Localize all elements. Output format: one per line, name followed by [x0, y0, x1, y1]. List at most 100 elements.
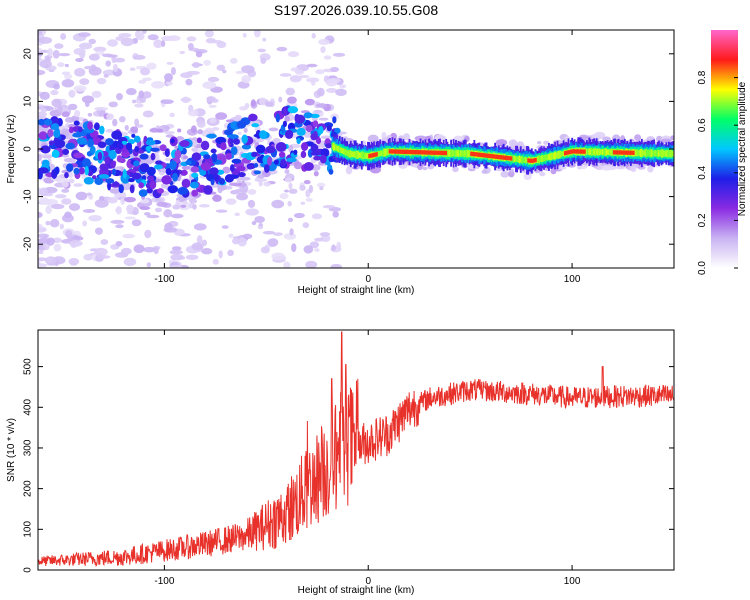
- heatmap-cell: [106, 113, 114, 121]
- heatmap-cell: [347, 150, 350, 157]
- heatmap-cell: [642, 150, 645, 156]
- heatmap-cell: [332, 116, 337, 124]
- heatmap-cell: [497, 154, 500, 160]
- heatmap-cell: [192, 203, 197, 210]
- heatmap-cell: [666, 149, 669, 158]
- heatmap-cell: [170, 67, 177, 76]
- y-tick-label: -20: [23, 237, 34, 252]
- heatmap-cell: [667, 149, 670, 158]
- heatmap-cell: [134, 30, 142, 39]
- heatmap-cell: [552, 152, 555, 159]
- heatmap-cell: [84, 165, 89, 176]
- heatmap-cell: [282, 106, 288, 117]
- heatmap-cell: [551, 152, 554, 160]
- heatmap-cell: [169, 249, 183, 255]
- heatmap-cell: [191, 172, 199, 178]
- heatmap-cell: [492, 154, 494, 159]
- heatmap-cell: [468, 150, 471, 158]
- heatmap-cell: [422, 150, 424, 155]
- heatmap-cell: [73, 167, 80, 175]
- heatmap-cell: [241, 75, 252, 84]
- heatmap-cell: [508, 156, 511, 161]
- heatmap-cell: [39, 91, 50, 100]
- heatmap-cell: [191, 152, 202, 161]
- heatmap-cell: [103, 74, 109, 78]
- heatmap-cell: [339, 84, 347, 89]
- heatmap-cell: [463, 149, 466, 158]
- heatmap-cell: [262, 37, 267, 42]
- heatmap-cell: [91, 90, 102, 98]
- heatmap-cell: [464, 150, 467, 157]
- heatmap-cell: [189, 198, 198, 204]
- heatmap-cell: [60, 33, 67, 40]
- heatmap-cell: [484, 153, 486, 158]
- heatmap-cell: [287, 96, 297, 104]
- heatmap-cell: [140, 67, 151, 76]
- heatmap-cell: [475, 152, 477, 157]
- heatmap-cell: [328, 168, 334, 175]
- heatmap-cell: [541, 155, 544, 162]
- heatmap-cell: [409, 149, 411, 155]
- heatmap-cell: [120, 247, 132, 255]
- heatmap-cell: [311, 213, 323, 220]
- heatmap-cell: [438, 150, 440, 155]
- heatmap-cell: [414, 149, 416, 155]
- heatmap-cell: [203, 59, 211, 66]
- heatmap-cell: [185, 78, 193, 86]
- heatmap-cell: [58, 52, 71, 57]
- heatmap-cell: [196, 235, 203, 245]
- heatmap-cell: [100, 239, 109, 245]
- heatmap-cell: [594, 147, 597, 156]
- heatmap-cell: [213, 173, 219, 181]
- heatmap-cell: [38, 69, 46, 76]
- heatmap-cell: [446, 149, 449, 158]
- heatmap-cell: [190, 125, 197, 134]
- heatmap-cell: [443, 150, 446, 156]
- heatmap-cell: [228, 233, 234, 239]
- heatmap-cell: [420, 150, 422, 155]
- colorbar-tick-label: 0.2: [697, 213, 708, 227]
- heatmap-cell: [634, 149, 637, 157]
- heatmap-cell: [459, 150, 462, 157]
- heatmap-cell: [131, 172, 142, 180]
- snr-frame: [37, 329, 675, 571]
- heatmap-cell: [533, 158, 535, 163]
- heatmap-cell: [230, 146, 238, 156]
- heatmap-cell: [535, 157, 537, 163]
- heatmap-cell: [121, 131, 129, 137]
- heatmap-cell: [365, 153, 368, 159]
- heatmap-cell: [111, 130, 123, 140]
- heatmap-cell: [637, 149, 640, 157]
- heatmap-cell: [156, 201, 168, 207]
- heatmap-cell: [73, 47, 86, 55]
- heatmap-cell: [447, 149, 450, 157]
- heatmap-cell: [658, 150, 660, 157]
- heatmap-cell: [65, 142, 76, 150]
- heatmap-cell: [500, 155, 503, 160]
- heatmap-cell: [662, 150, 665, 157]
- heatmap-cell: [303, 245, 314, 254]
- heatmap-cell: [308, 184, 314, 193]
- heatmap-cell: [368, 153, 370, 159]
- heatmap-cell: [664, 150, 667, 157]
- heatmap-cell: [316, 182, 326, 188]
- heatmap-cell: [68, 258, 80, 265]
- heatmap-cell: [107, 39, 119, 47]
- heatmap-cell: [169, 265, 183, 268]
- heatmap-cell: [330, 66, 340, 72]
- heatmap-cell: [515, 156, 517, 162]
- heatmap-cell: [574, 149, 576, 154]
- heatmap-cell: [332, 211, 339, 218]
- y-tick-label: 20: [23, 48, 34, 60]
- heatmap-cell: [654, 150, 657, 157]
- heatmap-cell: [146, 214, 160, 219]
- heatmap-cell: [577, 149, 579, 154]
- heatmap-cell: [133, 135, 141, 143]
- heatmap-cell: [44, 118, 53, 126]
- heatmap-cell: [392, 149, 395, 154]
- heatmap-cell: [263, 164, 270, 173]
- heatmap-cell: [271, 199, 285, 209]
- heatmap-cell: [450, 150, 452, 157]
- heatmap-cell: [318, 38, 330, 46]
- heatmap-cell: [181, 96, 190, 104]
